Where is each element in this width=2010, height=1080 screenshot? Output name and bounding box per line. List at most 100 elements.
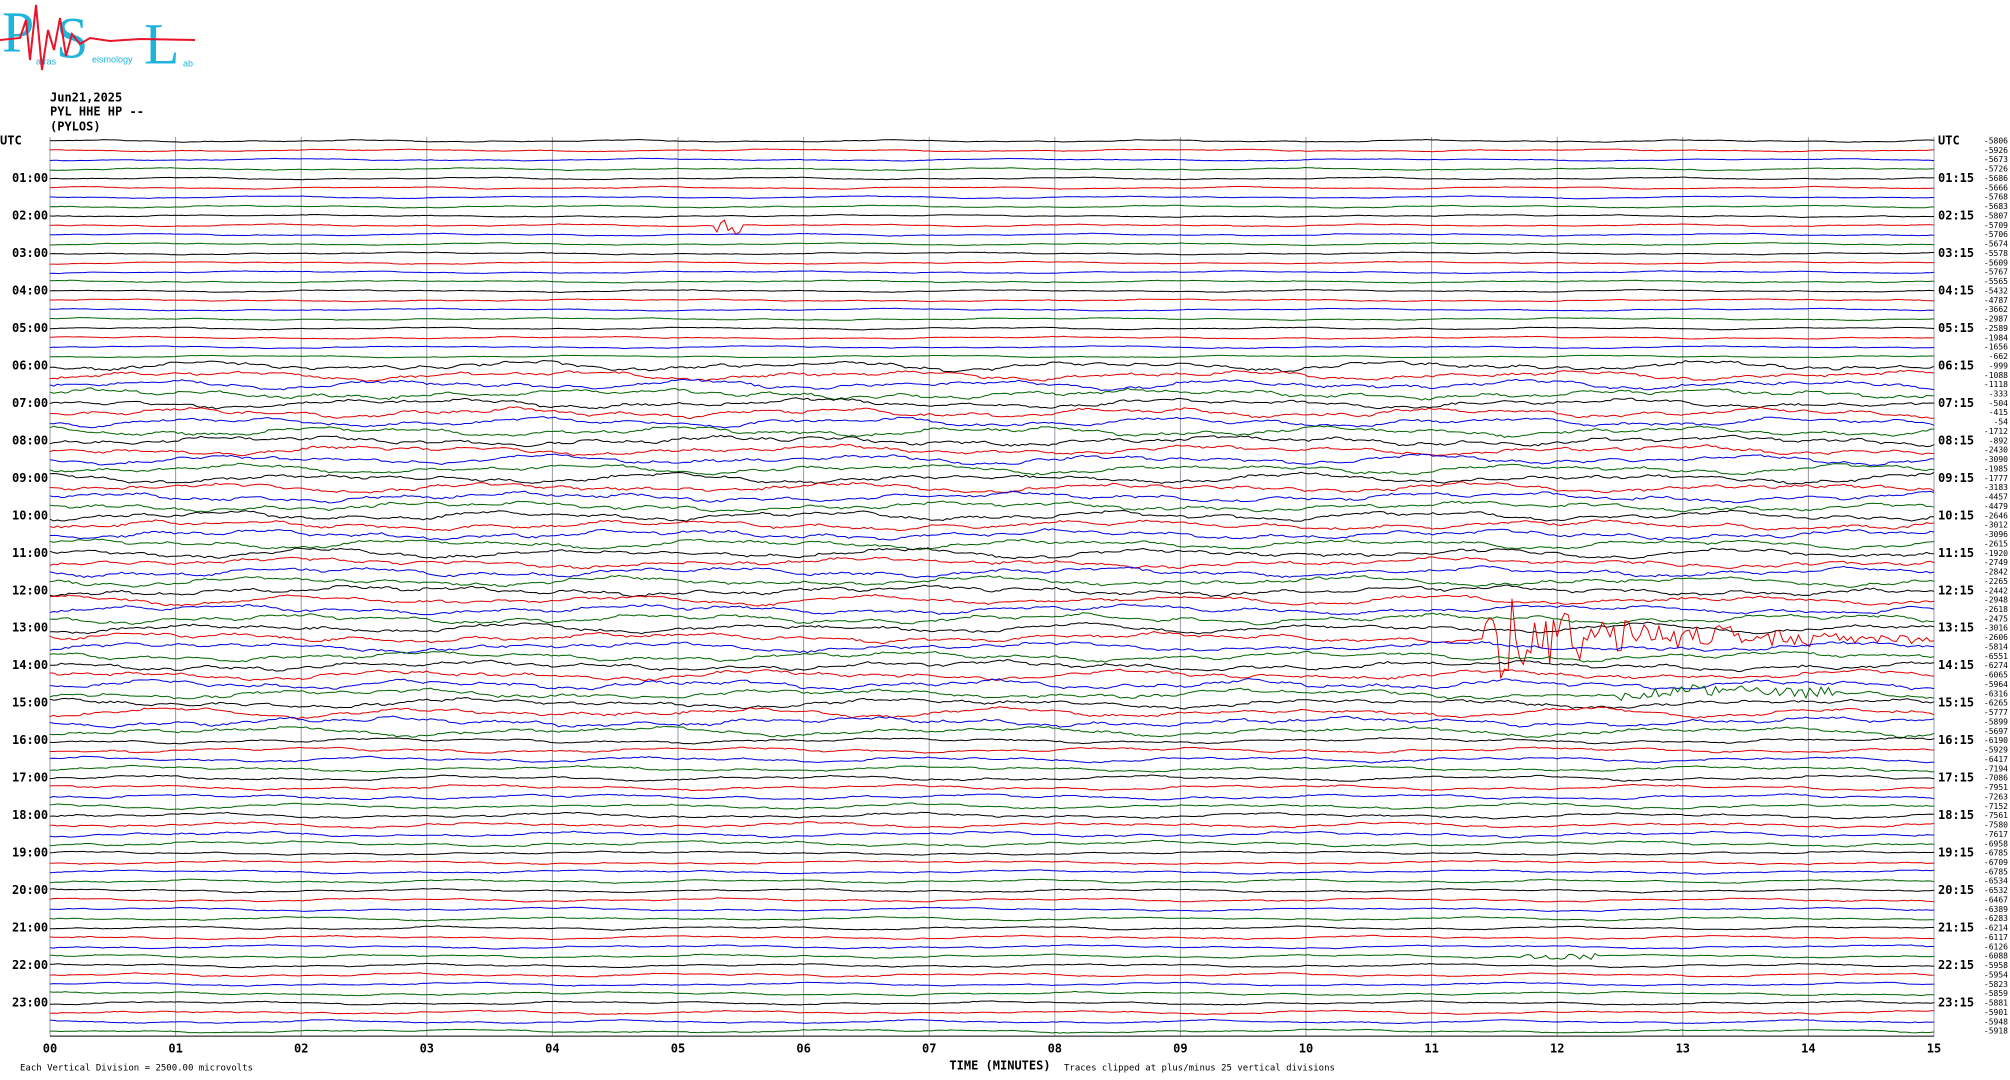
row-offset: -2265: [1984, 577, 2008, 586]
trace: [50, 298, 1934, 303]
trace: [49, 335, 1935, 340]
row-offset: -7152: [1984, 802, 2008, 811]
row-offset: -1656: [1984, 343, 2008, 352]
time-label-right: 07:15: [1938, 396, 1974, 410]
trace: [49, 598, 1935, 679]
row-offset: -892: [1989, 436, 2008, 445]
station: PYL HHE HP --: [50, 105, 144, 119]
trace: [49, 443, 1935, 457]
row-offset: -7086: [1984, 774, 2008, 783]
time-label-right: 12:15: [1938, 583, 1974, 597]
time-label-left: 02:00: [12, 208, 48, 222]
row-offset: -3662: [1984, 305, 2008, 314]
row-offset: -6785: [1984, 849, 2008, 858]
time-label-right: 10:15: [1938, 508, 1974, 522]
row-offset: -3090: [1984, 455, 2008, 464]
row-offset: -6065: [1984, 671, 2008, 680]
trace: [50, 1028, 1935, 1034]
row-offset: -7580: [1984, 821, 2008, 830]
trace: [49, 793, 1935, 801]
trace: [49, 990, 1935, 997]
row-offset: -6088: [1984, 952, 2008, 961]
minute-label: 08: [1048, 1042, 1062, 1056]
time-label-left: 23:00: [12, 996, 48, 1010]
row-offset: -1777: [1984, 474, 2008, 483]
logo-wave: [0, 4, 196, 71]
row-offset: -6389: [1984, 905, 2008, 914]
trace: [50, 821, 1935, 829]
minute-label: 12: [1550, 1042, 1564, 1056]
trace: [49, 157, 1935, 162]
trace: [49, 556, 1935, 570]
trace: [49, 213, 1935, 219]
trace: [49, 500, 1935, 513]
trace: [49, 944, 1935, 950]
minute-label: 01: [168, 1042, 182, 1056]
row-offset: -7951: [1984, 783, 2008, 792]
trace: [49, 981, 1935, 987]
logo-word: atras: [36, 56, 57, 66]
trace: [49, 830, 1935, 839]
trace: [49, 839, 1935, 848]
minute-label: 04: [545, 1042, 559, 1056]
row-offset: -415: [1989, 408, 2008, 417]
row-offset: -6534: [1984, 877, 2008, 886]
time-label-right: 01:15: [1938, 171, 1974, 185]
row-offset: -5674: [1984, 240, 2008, 249]
row-offset: -5767: [1984, 268, 2008, 277]
time-label-right: 19:15: [1938, 846, 1974, 860]
time-label-left: 01:00: [12, 171, 48, 185]
trace: [49, 148, 1935, 153]
row-offset: -6283: [1984, 914, 2008, 923]
row-offset: -662: [1989, 352, 2008, 361]
trace: [49, 425, 1935, 438]
row-offset: -333: [1989, 389, 2008, 398]
minute-label: 13: [1676, 1042, 1690, 1056]
trace: [49, 326, 1935, 331]
trace: [49, 185, 1935, 190]
trace: [49, 1000, 1935, 1006]
time-label-right: 15:15: [1938, 696, 1974, 710]
row-offset: -6417: [1984, 755, 2008, 764]
row-offset: -3012: [1984, 521, 2008, 530]
row-offset: -5806: [1984, 137, 2008, 146]
row-offset: -2475: [1984, 614, 2008, 623]
trace: [49, 603, 1935, 616]
trace: [49, 755, 1935, 764]
time-label-left: 18:00: [12, 808, 48, 822]
row-offset: -2606: [1984, 633, 2008, 642]
minute-label: 10: [1299, 1042, 1313, 1056]
time-label-left: 16:00: [12, 733, 48, 747]
logo-letter: S: [56, 5, 88, 70]
trace: [49, 416, 1935, 429]
row-offset: -5578: [1984, 249, 2008, 258]
time-label-left: 19:00: [12, 846, 48, 860]
minute-label: 00: [43, 1042, 57, 1056]
trace: [49, 232, 1935, 237]
trace: [49, 888, 1935, 894]
trace: [49, 242, 1935, 246]
row-offset: -5777: [1984, 708, 2008, 717]
row-offset: -2646: [1984, 511, 2008, 520]
trace: [49, 547, 1935, 560]
row-offset: -5432: [1984, 286, 2008, 295]
trace: [49, 1018, 1935, 1025]
time-label-right: 08:15: [1938, 433, 1974, 447]
time-label-right: 06:15: [1938, 358, 1974, 372]
trace: [49, 270, 1935, 275]
row-offset: -2618: [1984, 605, 2008, 614]
time-label-left: 17:00: [12, 771, 48, 785]
row-offset: -5686: [1984, 174, 2008, 183]
row-offset: -6126: [1984, 942, 2008, 951]
logo-letter: L: [144, 11, 179, 76]
row-offset: -6214: [1984, 924, 2008, 933]
trace: [49, 397, 1935, 410]
minute-label: 02: [294, 1042, 308, 1056]
trace: [49, 565, 1935, 579]
row-offset: -54: [1994, 418, 2009, 427]
trace: [49, 345, 1935, 350]
row-offset: -5683: [1984, 202, 2008, 211]
time-label-left: 10:00: [12, 508, 48, 522]
row-offset: -2589: [1984, 324, 2008, 333]
